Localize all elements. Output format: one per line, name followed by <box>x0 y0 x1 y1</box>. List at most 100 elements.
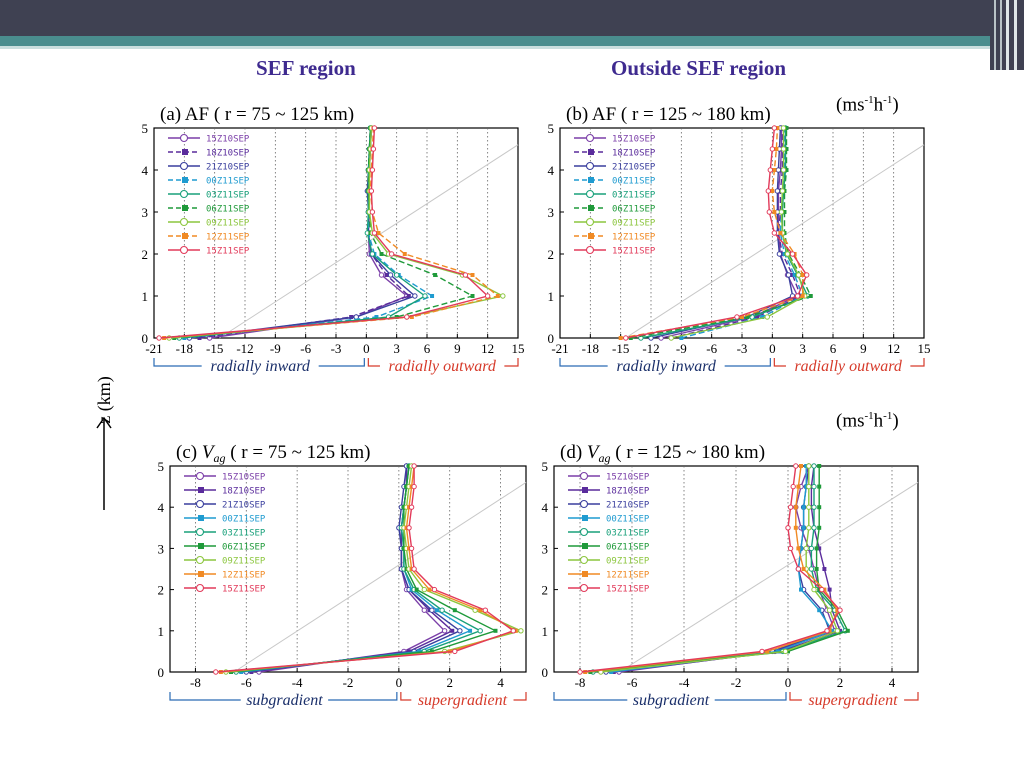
y-tick-label: 1 <box>158 624 165 639</box>
y-tick-label: 5 <box>142 121 149 136</box>
series-point <box>811 483 817 490</box>
x-tick-label: -21 <box>551 341 568 356</box>
legend-marker <box>582 487 588 493</box>
series-point <box>411 463 417 469</box>
series-point <box>814 567 819 571</box>
series-point <box>406 294 411 298</box>
series-point <box>369 209 376 215</box>
series-point <box>495 294 500 298</box>
x-tick-label: 0 <box>396 675 403 690</box>
x-tick-label: -8 <box>575 675 586 690</box>
legend-marker <box>582 515 588 521</box>
x-tick-label: 15 <box>512 341 525 356</box>
series-point <box>808 566 815 572</box>
x-tick-label: -15 <box>612 341 629 356</box>
series-point <box>824 628 830 634</box>
y-tick-label: 2 <box>158 583 165 598</box>
y-tick-label: 4 <box>142 163 149 178</box>
slide-corner-decoration <box>990 0 1024 70</box>
x-tick-label: 12 <box>481 341 494 356</box>
series-point <box>827 587 832 592</box>
series-point <box>808 545 815 552</box>
series-point <box>785 525 791 531</box>
series-point <box>406 525 412 531</box>
series-point <box>785 272 792 278</box>
series-point <box>510 628 516 634</box>
y-tick-label: 1 <box>548 289 555 304</box>
y-tick-label: 3 <box>142 205 149 220</box>
y-tick-label: 0 <box>142 331 149 346</box>
x-tick-label: -12 <box>642 341 659 356</box>
chart-title-prefix: (a) AF ( r = 75 ~ 125 km) <box>160 104 354 125</box>
legend-marker <box>588 233 594 239</box>
reference-diagonal <box>625 144 925 339</box>
chart-title-d: (d) Vag ( r = 125 ~ 180 km) <box>560 442 765 465</box>
series-point <box>734 314 740 320</box>
series-point <box>452 608 457 613</box>
legend-entry-03Z11SEP: 03Z11SEP <box>606 529 650 539</box>
y-tick-label: 3 <box>158 541 165 556</box>
x-tick-label: 15 <box>918 341 931 356</box>
series-line-12Z11SEP <box>164 127 500 339</box>
series-point <box>379 252 384 256</box>
legend-entry-15Z11SEP: 15Z11SEP <box>612 247 656 257</box>
heading-outside-sef-region: Outside SEF region <box>611 56 787 80</box>
slide-top-bar <box>0 0 1024 36</box>
x-tick-label: 9 <box>454 341 461 356</box>
legend-marker <box>179 217 189 227</box>
y-tick-label: 0 <box>542 665 549 680</box>
y-tick-label: 5 <box>158 459 165 474</box>
series-point <box>806 463 812 469</box>
series-point <box>774 147 779 151</box>
series-point <box>795 566 802 572</box>
series-point <box>411 566 417 572</box>
chart-title-b: (b) AF ( r = 125 ~ 180 km) <box>566 104 771 125</box>
legend-entry-09Z11SEP: 09Z11SEP <box>612 219 656 229</box>
series-point <box>387 272 394 278</box>
x-tick-label: -2 <box>343 675 354 690</box>
legend-entry-03Z11SEP: 03Z11SEP <box>206 191 250 201</box>
x-tick-label: 2 <box>446 675 453 690</box>
chart-title-prefix: (c) <box>176 442 202 463</box>
legend-marker <box>179 161 189 171</box>
legend-entry-06Z11SEP: 06Z11SEP <box>606 543 650 553</box>
legend-marker <box>179 189 189 199</box>
y-tick-label: 0 <box>548 331 555 346</box>
y-tick-label: 2 <box>142 247 149 262</box>
x-tick-label: 6 <box>830 341 837 356</box>
x-tick-label: -6 <box>241 675 252 690</box>
series-point <box>811 586 817 593</box>
series-point <box>452 648 458 655</box>
legend-entry-06Z11SEP: 06Z11SEP <box>222 543 266 553</box>
x-tick-label: 0 <box>785 675 792 690</box>
series-point <box>213 669 219 675</box>
chart-panel-d: (d) Vag ( r = 125 ~ 180 km) -8 -6 -4 -2 0 2 4 0 1… <box>542 442 919 709</box>
series-point <box>766 209 773 215</box>
series-point <box>801 567 806 571</box>
series-point <box>431 586 438 593</box>
series-point <box>817 525 822 530</box>
legend-marker <box>198 571 204 577</box>
series-point <box>822 567 827 571</box>
unit-label-bottom: (ms-1h-1) <box>836 410 899 432</box>
series-point <box>780 146 787 152</box>
series-point <box>817 608 822 613</box>
legend-marker <box>195 499 205 509</box>
series-point <box>457 628 463 634</box>
legend-marker <box>585 217 595 227</box>
x-tick-label: 3 <box>393 341 400 356</box>
series-point <box>668 335 674 341</box>
legend-marker <box>195 471 205 481</box>
chart-panel-a: (a) AF ( r = 75 ~ 125 km) -21 -18 -15 -12 -9 -… <box>142 104 525 375</box>
series-point <box>470 273 475 277</box>
series-point <box>450 628 455 633</box>
series-point <box>628 336 633 340</box>
series-point <box>778 231 783 235</box>
x-tick-label: -9 <box>270 341 281 356</box>
series-point <box>811 525 817 531</box>
y-tick-label: 4 <box>548 163 555 178</box>
legend-entry-18Z10SEP: 18Z10SEP <box>222 487 266 497</box>
x-tick-label: 12 <box>887 341 900 356</box>
legend-marker <box>182 149 188 155</box>
reference-diagonal <box>619 482 919 673</box>
